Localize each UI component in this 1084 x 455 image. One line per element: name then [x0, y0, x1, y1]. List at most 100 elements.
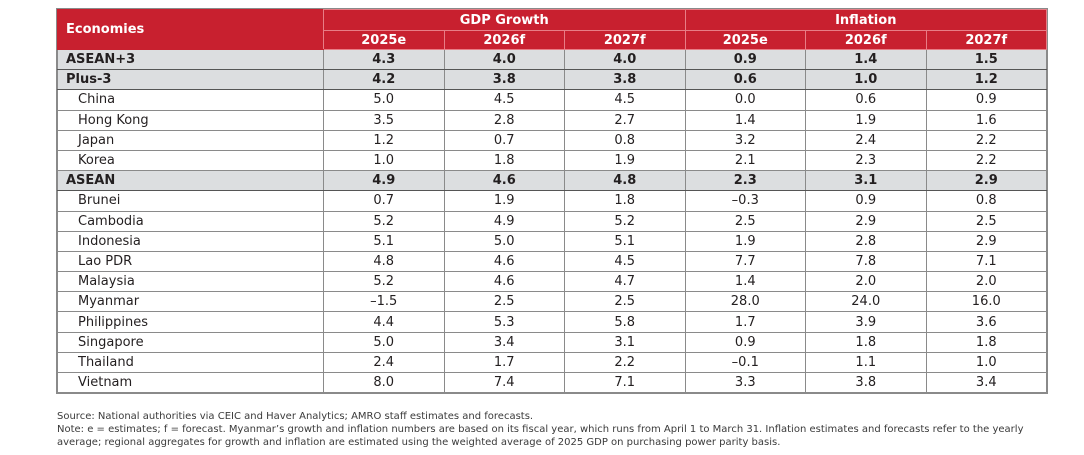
gdp-growth-cell: 4.8	[323, 250, 445, 273]
economy-name: Vietnam	[57, 371, 324, 394]
gdp-growth-cell: 0.8	[564, 129, 686, 151]
aggregate-row: Plus-3 4.2 3.8 3.8 0.6 1.0 1.2	[57, 69, 1048, 91]
gdp-growth-cell: 1.9	[564, 149, 686, 172]
table-row: Lao PDR 4.8 4.6 4.5 7.7 7.8 7.1	[57, 250, 1048, 273]
inflation-cell: 1.9	[805, 109, 927, 131]
inflation-cell: 0.9	[925, 89, 1048, 111]
gdp-growth-cell: 3.8	[564, 69, 686, 91]
gdp-growth-cell: 2.2	[564, 351, 686, 374]
gdp-growth-cell: 5.1	[564, 230, 686, 252]
inflation-cell: 1.8	[805, 331, 927, 353]
inflation-cell: 0.6	[684, 69, 807, 91]
inflation-cell: 2.9	[925, 230, 1048, 252]
economy-name: Myanmar	[57, 291, 324, 313]
gdp-growth-cell: 4.6	[443, 271, 565, 293]
gdp-year-header: 2026f	[443, 30, 565, 50]
table-row: China 5.0 4.5 4.5 0.0 0.6 0.9	[57, 89, 1048, 111]
economy-name: Indonesia	[57, 230, 324, 252]
table-row: Cambodia 5.2 4.9 5.2 2.5 2.9 2.5	[57, 210, 1048, 232]
gdp-growth-cell: 1.0	[323, 149, 445, 172]
inflation-cell: 2.2	[925, 149, 1048, 172]
economy-name: Plus-3	[57, 69, 324, 91]
economy-name: Thailand	[57, 351, 324, 374]
table-row: Brunei 0.7 1.9 1.8 –0.3 0.9 0.8	[57, 190, 1048, 212]
explanatory-note: Note: e = estimates; f = forecast. Myanm…	[57, 424, 1024, 448]
inflation-cell: 0.8	[925, 190, 1048, 212]
inflation-cell: 1.4	[805, 48, 927, 71]
gdp-growth-cell: 5.0	[443, 230, 565, 252]
gdp-growth-cell: 5.8	[564, 311, 686, 333]
inflation-cell: 28.0	[684, 291, 807, 313]
table-row: Korea 1.0 1.8 1.9 2.1 2.3 2.2	[57, 149, 1048, 172]
gdp-growth-cell: 5.2	[323, 271, 445, 293]
gdp-growth-cell: 2.5	[443, 291, 565, 313]
inflation-cell: 3.4	[925, 371, 1048, 394]
table-row: Thailand 2.4 1.7 2.2 –0.1 1.1 1.0	[57, 351, 1048, 374]
gdp-growth-cell: –1.5	[323, 291, 445, 313]
inflation-cell: 1.4	[684, 271, 807, 293]
inflation-cell: 7.8	[805, 250, 927, 273]
economy-name: ASEAN+3	[57, 48, 324, 71]
gdp-growth-cell: 1.2	[323, 129, 445, 151]
gdp-growth-header: GDP Growth	[323, 9, 686, 31]
inflation-year-header: 2026f	[805, 30, 927, 50]
economy-name: ASEAN	[57, 170, 324, 192]
economy-name: Cambodia	[57, 210, 324, 232]
gdp-growth-cell: 4.5	[443, 89, 565, 111]
inflation-cell: 0.9	[684, 331, 807, 353]
inflation-cell: 2.0	[805, 271, 927, 293]
inflation-cell: 7.7	[684, 250, 807, 273]
economy-name: Singapore	[57, 331, 324, 353]
aggregate-row: ASEAN 4.9 4.6 4.8 2.3 3.1 2.9	[57, 170, 1048, 192]
inflation-cell: 2.2	[925, 129, 1048, 151]
gdp-growth-cell: 5.1	[323, 230, 445, 252]
economy-name: Brunei	[57, 190, 324, 212]
inflation-cell: 1.6	[925, 109, 1048, 131]
gdp-year-header: 2027f	[564, 30, 686, 50]
table-row: Japan 1.2 0.7 0.8 3.2 2.4 2.2	[57, 129, 1048, 151]
gdp-growth-cell: 1.7	[443, 351, 565, 374]
gdp-growth-cell: 4.6	[443, 170, 565, 192]
inflation-cell: 2.8	[805, 230, 927, 252]
gdp-growth-cell: 4.0	[443, 48, 565, 71]
table-row: Singapore 5.0 3.4 3.1 0.9 1.8 1.8	[57, 331, 1048, 353]
inflation-year-header: 2027f	[925, 30, 1048, 50]
inflation-cell: 7.1	[925, 250, 1048, 273]
inflation-cell: 2.9	[925, 170, 1048, 192]
inflation-cell: 16.0	[925, 291, 1048, 313]
inflation-cell: 24.0	[805, 291, 927, 313]
inflation-cell: 0.6	[805, 89, 927, 111]
gdp-growth-cell: 4.9	[323, 170, 445, 192]
inflation-cell: 1.8	[925, 331, 1048, 353]
gdp-growth-cell: 4.9	[443, 210, 565, 232]
inflation-cell: –0.1	[684, 351, 807, 374]
inflation-cell: 1.4	[684, 109, 807, 131]
gdp-growth-cell: 4.7	[564, 271, 686, 293]
table-row: Indonesia 5.1 5.0 5.1 1.9 2.8 2.9	[57, 230, 1048, 252]
gdp-growth-cell: 3.4	[443, 331, 565, 353]
gdp-growth-cell: 5.2	[323, 210, 445, 232]
inflation-cell: 0.0	[684, 89, 807, 111]
inflation-cell: 1.1	[805, 351, 927, 374]
gdp-growth-cell: 5.0	[323, 89, 445, 111]
inflation-header: Inflation	[684, 9, 1048, 31]
gdp-growth-cell: 7.1	[564, 371, 686, 394]
inflation-cell: 3.9	[805, 311, 927, 333]
inflation-cell: 2.9	[805, 210, 927, 232]
table-row: Vietnam 8.0 7.4 7.1 3.3 3.8 3.4	[57, 371, 1048, 394]
inflation-cell: 3.3	[684, 371, 807, 394]
table-row: Philippines 4.4 5.3 5.8 1.7 3.9 3.6	[57, 311, 1048, 333]
inflation-cell: 3.1	[805, 170, 927, 192]
inflation-cell: 3.2	[684, 129, 807, 151]
gdp-growth-cell: 2.8	[443, 109, 565, 131]
table-row: Myanmar –1.5 2.5 2.5 28.0 24.0 16.0	[57, 291, 1048, 313]
economy-name: Philippines	[57, 311, 324, 333]
gdp-growth-cell: 3.5	[323, 109, 445, 131]
inflation-cell: 2.4	[805, 129, 927, 151]
source-note: Source: National authorities via CEIC an…	[57, 411, 534, 422]
inflation-cell: 3.8	[805, 371, 927, 394]
inflation-cell: 0.9	[805, 190, 927, 212]
aggregate-row: ASEAN+3 4.3 4.0 4.0 0.9 1.4 1.5	[57, 48, 1048, 71]
gdp-growth-cell: 4.5	[564, 250, 686, 273]
economies-header: Economies	[57, 9, 324, 50]
